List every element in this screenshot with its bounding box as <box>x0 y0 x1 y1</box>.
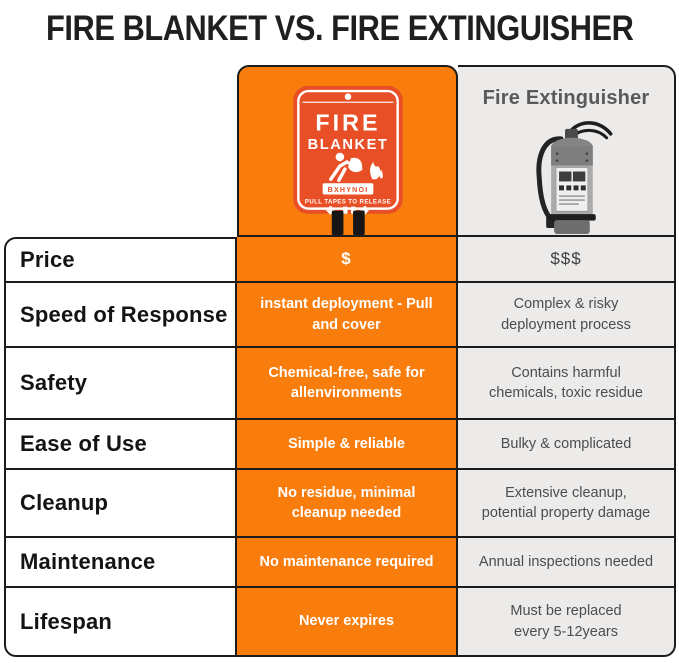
blanket-emblem-icon <box>344 93 351 100</box>
lifespan-blanket-cell: Never expires <box>237 588 458 657</box>
blanket-brand-box <box>322 183 373 195</box>
speed-extinguisher-cell: Complex & risky deployment process <box>458 283 676 348</box>
speed-label-cell: Speed of Response <box>4 283 237 348</box>
blanket-title-line2: BLANKET <box>307 137 388 153</box>
page-title: FIRE BLANKET VS. FIRE EXTINGUISHER <box>0 0 679 58</box>
fire-extinguisher-header-label: Fire Extinguisher <box>482 87 650 109</box>
safety-blanket-cell: Chemical-free, safe for allenvironments <box>237 348 458 420</box>
comparison-table: FIRE BLANKET BXHYNOI PULL TAPES TO RELEA… <box>4 65 676 657</box>
price-blanket-cell: $ <box>237 237 458 283</box>
person-with-fire-pictogram <box>328 152 383 182</box>
price-label-cell: Price <box>4 237 237 283</box>
fire-extinguisher-column-header: Fire Extinguisher <box>458 65 676 237</box>
extinguisher-base <box>554 220 590 235</box>
lifespan-extinguisher-cell: Must be replaced every 5-12years <box>458 588 676 657</box>
speed-blanket-cell: instant deployment - Pull and cover <box>237 283 458 348</box>
ease-extinguisher-cell: Bulky & complicated <box>458 420 676 470</box>
extinguisher-label <box>555 167 589 212</box>
fire-blanket-column-header: FIRE BLANKET BXHYNOI PULL TAPES TO RELEA… <box>237 65 458 237</box>
extinguisher-valve <box>565 128 578 141</box>
safety-label-cell: Safety <box>4 348 237 420</box>
maintenance-extinguisher-cell: Annual inspections needed <box>458 538 676 588</box>
blanket-package-border <box>296 89 399 210</box>
fire-extinguisher-image <box>536 121 613 235</box>
extinguisher-hose <box>536 136 564 222</box>
maintenance-label-cell: Maintenance <box>4 538 237 588</box>
price-extinguisher-cell: $$$ <box>458 237 676 283</box>
ease-label-cell: Ease of Use <box>4 420 237 470</box>
extinguisher-shoulder <box>551 145 593 166</box>
cleanup-label-cell: Cleanup <box>4 470 237 538</box>
page-title-text: FIRE BLANKET VS. FIRE EXTINGUISHER <box>45 9 634 48</box>
blanket-pull-straps <box>331 210 365 235</box>
header-spacer <box>4 65 237 237</box>
lifespan-label-cell: Lifespan <box>4 588 237 657</box>
fire-blanket-package-image: FIRE BLANKET BXHYNOI PULL TAPES TO RELEA… <box>292 86 403 235</box>
extinguisher-band <box>548 214 596 221</box>
cleanup-blanket-cell: No residue, minimal cleanup needed <box>237 470 458 538</box>
ease-blanket-cell: Simple & reliable <box>237 420 458 470</box>
blanket-brand-label: BXHYNOI <box>327 186 368 194</box>
blanket-instruction-label: PULL TAPES TO RELEASE <box>304 199 390 206</box>
blanket-package-body <box>292 86 403 214</box>
blanket-title-line1: FIRE <box>315 110 380 136</box>
maintenance-blanket-cell: No maintenance required <box>237 538 458 588</box>
cleanup-extinguisher-cell: Extensive cleanup, potential property da… <box>458 470 676 538</box>
extinguisher-rivets <box>555 152 589 162</box>
safety-extinguisher-cell: Contains harmful chemicals, toxic residu… <box>458 348 676 420</box>
